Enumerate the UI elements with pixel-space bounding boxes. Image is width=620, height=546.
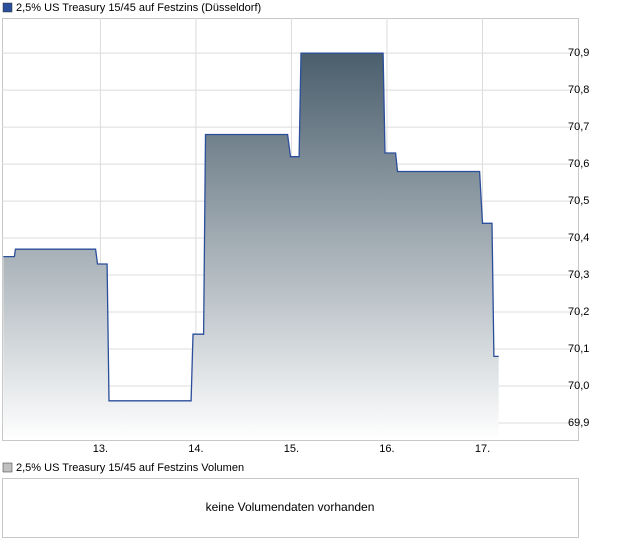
- y-tick-label: 70,1: [568, 343, 589, 355]
- legend-swatch: [2, 462, 13, 473]
- y-tick-label: 69,9: [568, 417, 589, 429]
- y-tick-label: 70,2: [568, 306, 589, 318]
- y-tick-label: 70,8: [568, 84, 589, 96]
- y-tick-label: 70,4: [568, 232, 589, 244]
- area: [3, 53, 499, 440]
- y-tick-label: 70,7: [568, 121, 589, 133]
- x-tick-label: 17.: [475, 443, 490, 455]
- x-tick-label: 13.: [93, 443, 108, 455]
- volume-frame: [2, 478, 579, 538]
- x-tick-label: 14.: [188, 443, 203, 455]
- plot: [2, 18, 578, 440]
- x-tick-label: 15.: [284, 443, 299, 455]
- line: [3, 52, 499, 402]
- no-data-message: keine Volumendaten vorhanden: [206, 500, 375, 514]
- y-tick-label: 70,9: [568, 47, 589, 59]
- x-tick-label: 16.: [379, 443, 394, 455]
- y-tick-label: 70,5: [568, 195, 589, 207]
- legend-label: 2,5% US Treasury 15/45 auf Festzins (Düs…: [16, 2, 261, 14]
- legend-swatch: [2, 2, 13, 13]
- y-tick-label: 70,3: [568, 269, 589, 281]
- legend-label: 2,5% US Treasury 15/45 auf Festzins Volu…: [16, 462, 244, 474]
- y-tick-label: 70,0: [568, 380, 589, 392]
- y-tick-label: 70,6: [568, 158, 589, 170]
- plot-frame: [2, 18, 579, 441]
